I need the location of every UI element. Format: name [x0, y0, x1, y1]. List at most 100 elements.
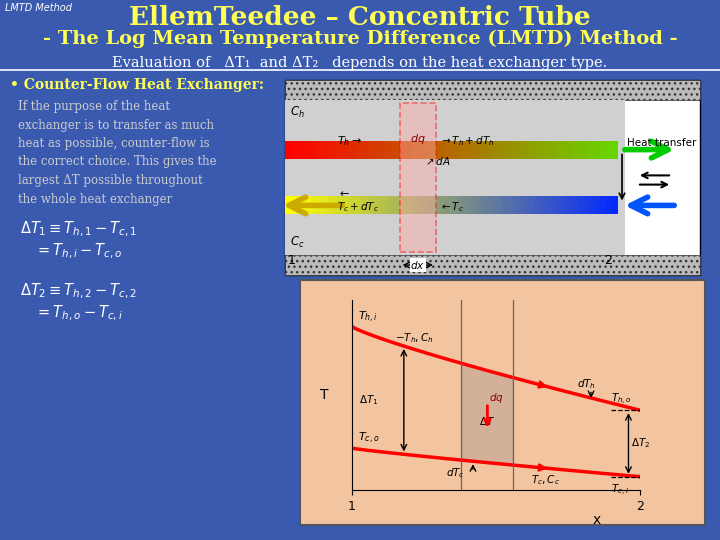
Bar: [368, 197, 374, 214]
Bar: [600, 197, 606, 214]
Bar: [285, 80, 700, 100]
Bar: [440, 197, 446, 214]
Text: $\rightarrow T_h+dT_h$: $\rightarrow T_h+dT_h$: [438, 134, 495, 147]
Bar: [285, 255, 700, 275]
Bar: [451, 140, 457, 159]
Text: $\leftarrow T_c$: $\leftarrow T_c$: [438, 200, 464, 214]
Bar: [572, 197, 579, 214]
Bar: [351, 140, 357, 159]
Bar: [590, 197, 595, 214]
Bar: [534, 140, 540, 159]
Text: $dT_h$: $dT_h$: [577, 377, 595, 392]
Bar: [413, 140, 418, 159]
Bar: [501, 197, 507, 214]
Bar: [362, 140, 369, 159]
Bar: [390, 197, 396, 214]
Text: $\Delta T_1$: $\Delta T_1$: [359, 393, 378, 407]
Bar: [357, 140, 363, 159]
Bar: [567, 140, 573, 159]
Bar: [329, 197, 336, 214]
Bar: [567, 197, 573, 214]
Bar: [584, 140, 590, 159]
Bar: [351, 197, 357, 214]
Text: $\Delta T_2$: $\Delta T_2$: [631, 436, 651, 450]
Bar: [407, 140, 413, 159]
Bar: [285, 80, 700, 275]
Text: T: T: [320, 388, 329, 402]
Bar: [611, 197, 618, 214]
Bar: [556, 140, 562, 159]
Bar: [341, 197, 346, 214]
Text: - The Log Mean Temperature Difference (LMTD) Method -: - The Log Mean Temperature Difference (L…: [42, 30, 678, 48]
Text: 1: 1: [288, 254, 296, 267]
Bar: [451, 197, 457, 214]
Bar: [407, 197, 413, 214]
Bar: [578, 197, 585, 214]
Bar: [374, 197, 379, 214]
Text: $T_h \rightarrow$: $T_h \rightarrow$: [337, 134, 362, 147]
Bar: [384, 140, 391, 159]
Bar: [335, 140, 341, 159]
Text: If the purpose of the heat
exchanger is to transfer as much
heat as possible, co: If the purpose of the heat exchanger is …: [18, 100, 217, 206]
Bar: [611, 140, 618, 159]
Bar: [606, 140, 612, 159]
Bar: [512, 140, 518, 159]
Bar: [368, 140, 374, 159]
Bar: [396, 197, 402, 214]
Text: 2: 2: [604, 254, 612, 267]
Bar: [506, 197, 513, 214]
Bar: [413, 197, 418, 214]
Bar: [285, 140, 291, 159]
Bar: [473, 140, 480, 159]
Text: $C_c$: $C_c$: [290, 235, 305, 250]
Bar: [341, 140, 346, 159]
Bar: [434, 197, 441, 214]
Bar: [418, 140, 424, 159]
Bar: [429, 197, 435, 214]
Text: $C_h$: $C_h$: [290, 105, 305, 120]
Bar: [384, 197, 391, 214]
Text: $dq$: $dq$: [410, 132, 426, 146]
Bar: [285, 197, 291, 214]
Bar: [523, 197, 529, 214]
Bar: [578, 140, 585, 159]
Bar: [456, 197, 462, 214]
Bar: [423, 140, 429, 159]
Bar: [490, 197, 496, 214]
Bar: [462, 197, 468, 214]
Bar: [324, 140, 330, 159]
Bar: [446, 140, 451, 159]
Bar: [307, 140, 313, 159]
Bar: [528, 197, 534, 214]
Bar: [312, 140, 319, 159]
Bar: [467, 197, 474, 214]
Bar: [518, 140, 523, 159]
Bar: [590, 140, 595, 159]
Bar: [346, 197, 352, 214]
Bar: [528, 140, 534, 159]
Bar: [446, 197, 451, 214]
Bar: [456, 140, 462, 159]
Text: $T_{c,o}$: $T_{c,o}$: [358, 431, 379, 446]
Bar: [572, 140, 579, 159]
Bar: [400, 103, 436, 252]
Bar: [390, 140, 396, 159]
Bar: [556, 197, 562, 214]
Bar: [296, 197, 302, 214]
Bar: [300, 280, 705, 525]
Bar: [346, 140, 352, 159]
Bar: [584, 197, 590, 214]
Bar: [401, 197, 408, 214]
Bar: [379, 197, 385, 214]
Bar: [429, 140, 435, 159]
Bar: [523, 140, 529, 159]
Bar: [296, 140, 302, 159]
Text: $\Delta T$: $\Delta T$: [480, 415, 495, 427]
Bar: [562, 140, 567, 159]
Bar: [490, 140, 496, 159]
Bar: [473, 197, 480, 214]
Bar: [551, 197, 557, 214]
Text: $dT_c$: $dT_c$: [446, 465, 465, 480]
Bar: [545, 140, 551, 159]
Bar: [518, 197, 523, 214]
